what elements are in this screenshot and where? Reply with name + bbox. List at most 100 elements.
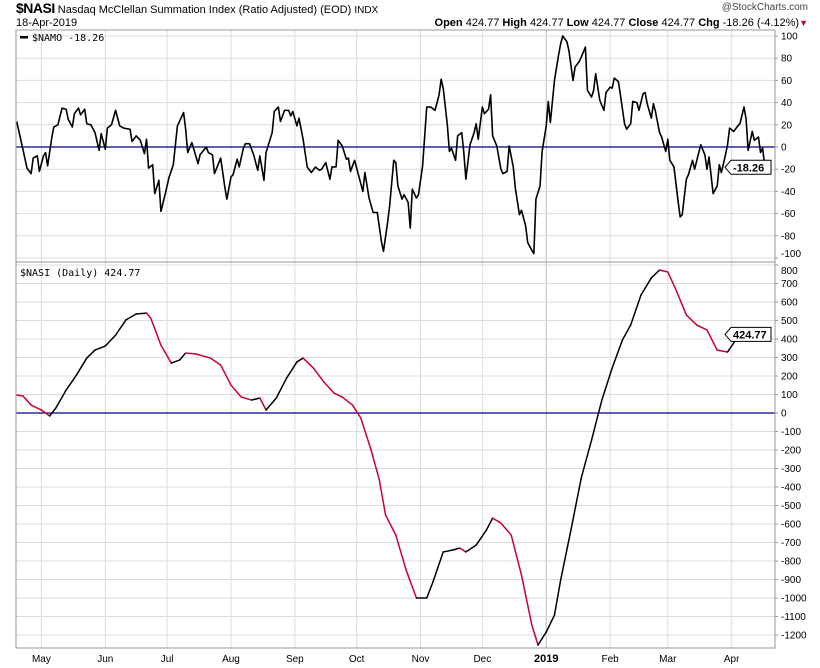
namo-series — [15, 35, 768, 255]
nasi-rising-segment — [621, 324, 632, 341]
namo-panel-frame — [15, 29, 776, 263]
nasi-rising-segment — [442, 549, 455, 553]
nasi-falling-segment — [30, 404, 43, 411]
nasi-falling-segment — [370, 449, 381, 481]
nasi-rising-segment — [640, 277, 653, 296]
nasi-falling-segment — [520, 574, 533, 626]
nasi-rising-segment — [452, 547, 461, 551]
watermark: @StockCharts.com — [721, 2, 808, 13]
nasi-rising-segment — [590, 399, 603, 441]
nasi-rising-segment — [178, 352, 187, 361]
nasi-falling-segment — [395, 534, 407, 571]
index-name: Nasdaq McClellan Summation Index (Ratio … — [57, 4, 352, 16]
x-tick-label: May — [32, 654, 51, 665]
nasi-falling-segment — [195, 353, 212, 359]
y-tick-label: 800 — [781, 266, 798, 277]
y-tick-label: -300 — [781, 464, 801, 475]
x-tick-label: Aug — [222, 654, 240, 665]
nasi-rising-segment — [425, 581, 434, 599]
low-label: Low — [566, 17, 589, 29]
low-value: 424.77 — [591, 17, 626, 29]
high-value: 424.77 — [529, 17, 564, 29]
nasi-rising-segment — [250, 397, 261, 401]
nasi-tag-box — [724, 326, 772, 342]
nasi-falling-segment — [351, 404, 362, 419]
nasi-falling-segment — [15, 394, 24, 397]
nasi-falling-segment — [22, 395, 32, 406]
y-tick-label: -1000 — [781, 594, 807, 605]
nasi-falling-segment — [333, 392, 343, 398]
y-tick-label: -600 — [781, 520, 801, 531]
y-tick-label: -1100 — [781, 612, 806, 623]
y-tick-label: -200 — [781, 446, 801, 457]
nasi-rising-segment — [114, 319, 127, 336]
nasi-last-value: 424.77 — [733, 329, 767, 341]
nasi-rising-segment — [629, 294, 642, 326]
down-triangle-icon: ▼ — [799, 18, 808, 28]
chg-value: -18.26 (-4.12%) — [722, 17, 800, 29]
open-label: Open — [434, 17, 463, 29]
x-axis-ticks: May Jun Jul Aug Sep Oct Nov Dec 2019 Feb Mar Apr — [32, 653, 740, 665]
y-tick-label: -500 — [781, 501, 801, 512]
nasi-rising-segment — [86, 349, 96, 359]
y-tick-label: -700 — [781, 538, 801, 549]
y-tick-label: -40 — [781, 187, 796, 198]
nasi-rising-segment — [432, 551, 444, 583]
nasi-rising-segment — [75, 357, 88, 376]
y-tick-label: 40 — [781, 98, 793, 109]
zero-lines — [16, 146, 775, 414]
exchange: INDX — [354, 5, 379, 16]
x-tick-label: Apr — [724, 654, 740, 665]
nasi-rising-segment — [125, 313, 137, 321]
x-tick-label: Sep — [286, 654, 304, 665]
nasi-falling-segment — [384, 514, 397, 536]
nasi-rising-segment — [545, 614, 556, 633]
nasi-falling-segment — [302, 357, 315, 369]
x-tick-label: Feb — [601, 654, 619, 665]
x-tick-label: Nov — [412, 654, 430, 665]
nasi-falling-segment — [312, 367, 325, 383]
x-tick-label: Oct — [349, 654, 365, 665]
namo-legend: $NAMO -18.26 — [32, 33, 104, 44]
y-tick-label: -20 — [781, 165, 796, 176]
y-tick-label: 500 — [781, 316, 798, 327]
nasi-falling-segment — [695, 324, 708, 331]
nasi-falling-segment — [531, 624, 539, 646]
y-tick-label: 20 — [781, 120, 793, 131]
y-tick-label: -800 — [781, 557, 801, 568]
nasi-rising-segment — [475, 529, 488, 546]
close-label: Close — [628, 17, 659, 29]
nasi-rising-segment — [65, 374, 78, 391]
nasi-falling-segment — [322, 381, 335, 394]
y-tick-label: -80 — [781, 231, 796, 242]
y-tick-label: -100 — [781, 427, 801, 438]
nasi-falling-segment — [667, 271, 677, 291]
y-tick-label: 100 — [781, 32, 798, 43]
y-tick-label: 200 — [781, 372, 798, 383]
chg-label: Chg — [698, 17, 720, 29]
date-label: 18-Apr-2019 — [16, 17, 78, 29]
nasi-rising-segment — [48, 407, 57, 417]
nasi-rising-segment — [275, 377, 288, 399]
nasi-rising-segment — [601, 367, 613, 401]
nasi-last-value-tag: 424.77 — [724, 326, 772, 342]
nasi-rising-segment — [570, 477, 583, 531]
nasi-falling-segment — [405, 569, 418, 599]
nasi-rising-segment — [559, 529, 572, 581]
y-tick-label: -60 — [781, 209, 796, 220]
y-tick-label: -400 — [781, 483, 801, 494]
y-tick-label: 300 — [781, 353, 798, 364]
nasi-panel-frame — [15, 261, 776, 649]
y-tick-label: 80 — [781, 54, 793, 65]
namo-last-value-tag: -18.26 — [724, 159, 772, 175]
y-tick-label: 600 — [781, 298, 798, 309]
x-tick-label: 2019 — [534, 653, 558, 665]
nasi-falling-segment — [685, 314, 698, 326]
nasi-falling-segment — [458, 547, 467, 553]
nasi-falling-segment — [500, 522, 512, 536]
chart-title: $NASI Nasdaq McClellan Summation Index (… — [16, 1, 378, 18]
nasi-rising-segment — [296, 357, 304, 363]
nasi-rising-segment — [170, 359, 181, 364]
nasi-falling-segment — [160, 344, 172, 364]
nasi-rising-segment — [485, 517, 494, 531]
